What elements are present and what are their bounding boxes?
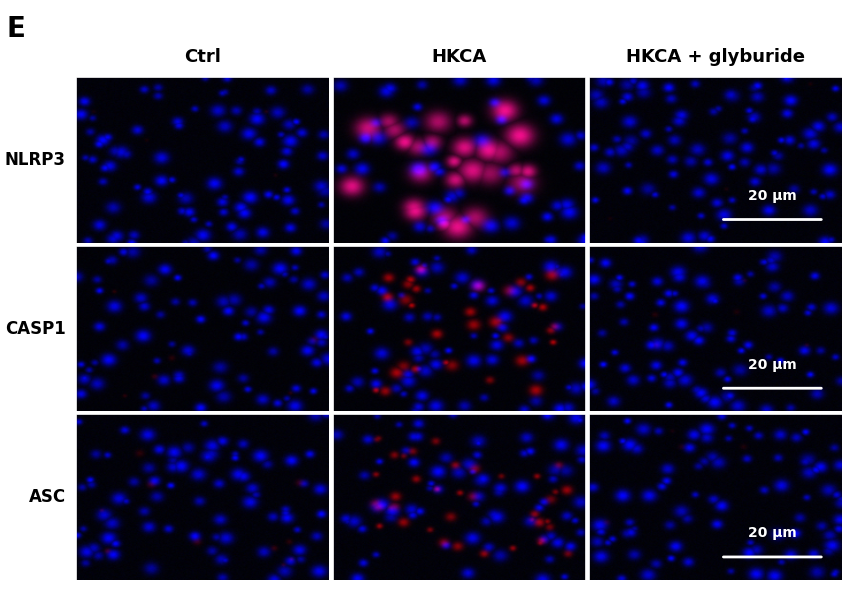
Text: Ctrl: Ctrl: [184, 49, 221, 66]
Text: CASP1: CASP1: [5, 320, 66, 337]
Text: 20 μm: 20 μm: [748, 189, 797, 203]
Text: NLRP3: NLRP3: [5, 151, 66, 169]
Text: 20 μm: 20 μm: [748, 526, 797, 540]
Text: HKCA + glyburide: HKCA + glyburide: [626, 49, 805, 66]
Text: HKCA: HKCA: [431, 49, 486, 66]
Text: E: E: [7, 15, 25, 43]
Text: 20 μm: 20 μm: [748, 358, 797, 372]
Text: ASC: ASC: [29, 488, 66, 506]
